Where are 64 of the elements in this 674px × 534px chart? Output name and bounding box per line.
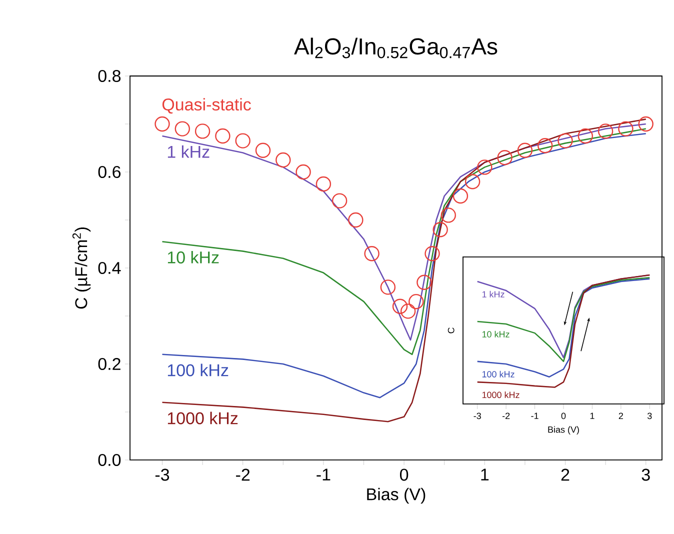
point bbox=[464, 174, 480, 190]
point bbox=[638, 116, 654, 132]
y-axis-title: C (µF/cm$^{2}$) bbox=[72, 228, 91, 309]
point bbox=[558, 133, 573, 148]
y-axis-title: C bbox=[448, 328, 454, 334]
series-label: 1000 kHz bbox=[168, 412, 238, 424]
series-label: 100 kHz bbox=[168, 364, 228, 376]
series-label: 1000 kHz bbox=[482, 391, 520, 398]
point bbox=[255, 142, 271, 158]
point bbox=[440, 208, 456, 223]
y-tick-label: 0.0 bbox=[98, 454, 121, 466]
point bbox=[517, 142, 533, 158]
point bbox=[194, 124, 210, 139]
y-tick-label: 0.2 bbox=[98, 358, 120, 370]
point bbox=[618, 121, 634, 136]
point bbox=[452, 188, 468, 204]
point bbox=[332, 193, 348, 208]
point bbox=[598, 124, 614, 139]
point bbox=[235, 133, 250, 148]
x-tick-label: -1 bbox=[316, 468, 330, 480]
series-label: 1 kHz bbox=[168, 145, 210, 158]
x-tick-label: -3 bbox=[155, 468, 170, 481]
x-tick-label: 3 bbox=[647, 412, 652, 420]
x-tick-label: 2 bbox=[561, 468, 570, 481]
point bbox=[416, 274, 432, 290]
y-tick-label: 0.6 bbox=[98, 166, 121, 178]
series-label: Quasi-static bbox=[162, 98, 251, 114]
point bbox=[276, 152, 291, 168]
x-tick-label: -3 bbox=[474, 412, 481, 420]
point bbox=[364, 246, 380, 262]
x-tick-label: -2 bbox=[502, 412, 510, 420]
x-tick-label: 0 bbox=[400, 468, 408, 481]
point bbox=[578, 128, 594, 144]
point bbox=[215, 128, 230, 144]
series-label: 10 kHz bbox=[482, 330, 510, 338]
series-label: 1 kHz bbox=[482, 290, 504, 298]
x-tick-label: 3 bbox=[642, 468, 650, 481]
chart-title: Al$_{2}$O$_{3}$/In$_{0.52}$Ga$_{0.47}$As bbox=[294, 38, 498, 58]
series-label: 100 kHz bbox=[482, 370, 514, 378]
point bbox=[432, 222, 448, 238]
x-tick-label: 0 bbox=[561, 412, 566, 420]
point bbox=[154, 116, 170, 132]
point bbox=[408, 294, 424, 310]
point bbox=[424, 246, 440, 262]
x-tick-label: -2 bbox=[236, 468, 250, 481]
point bbox=[477, 160, 492, 175]
point bbox=[296, 164, 311, 180]
point bbox=[348, 212, 364, 228]
x-tick-label: 1 bbox=[481, 468, 489, 480]
point bbox=[538, 138, 553, 154]
x-tick-label: -1 bbox=[531, 412, 538, 419]
x-axis-title: Bias (V) bbox=[367, 488, 426, 504]
y-tick-label: 0.8 bbox=[98, 70, 121, 82]
x-tick-label: 2 bbox=[618, 412, 623, 420]
point bbox=[497, 150, 512, 166]
series-label: 10 kHz bbox=[168, 250, 219, 264]
x-axis-title: Bias (V) bbox=[548, 426, 579, 435]
point bbox=[392, 298, 408, 314]
x-tick-label: 1 bbox=[590, 412, 594, 419]
point bbox=[380, 280, 396, 295]
point bbox=[400, 304, 416, 319]
y-tick-label: 0.4 bbox=[98, 262, 121, 274]
point bbox=[316, 176, 332, 192]
point bbox=[174, 121, 190, 136]
